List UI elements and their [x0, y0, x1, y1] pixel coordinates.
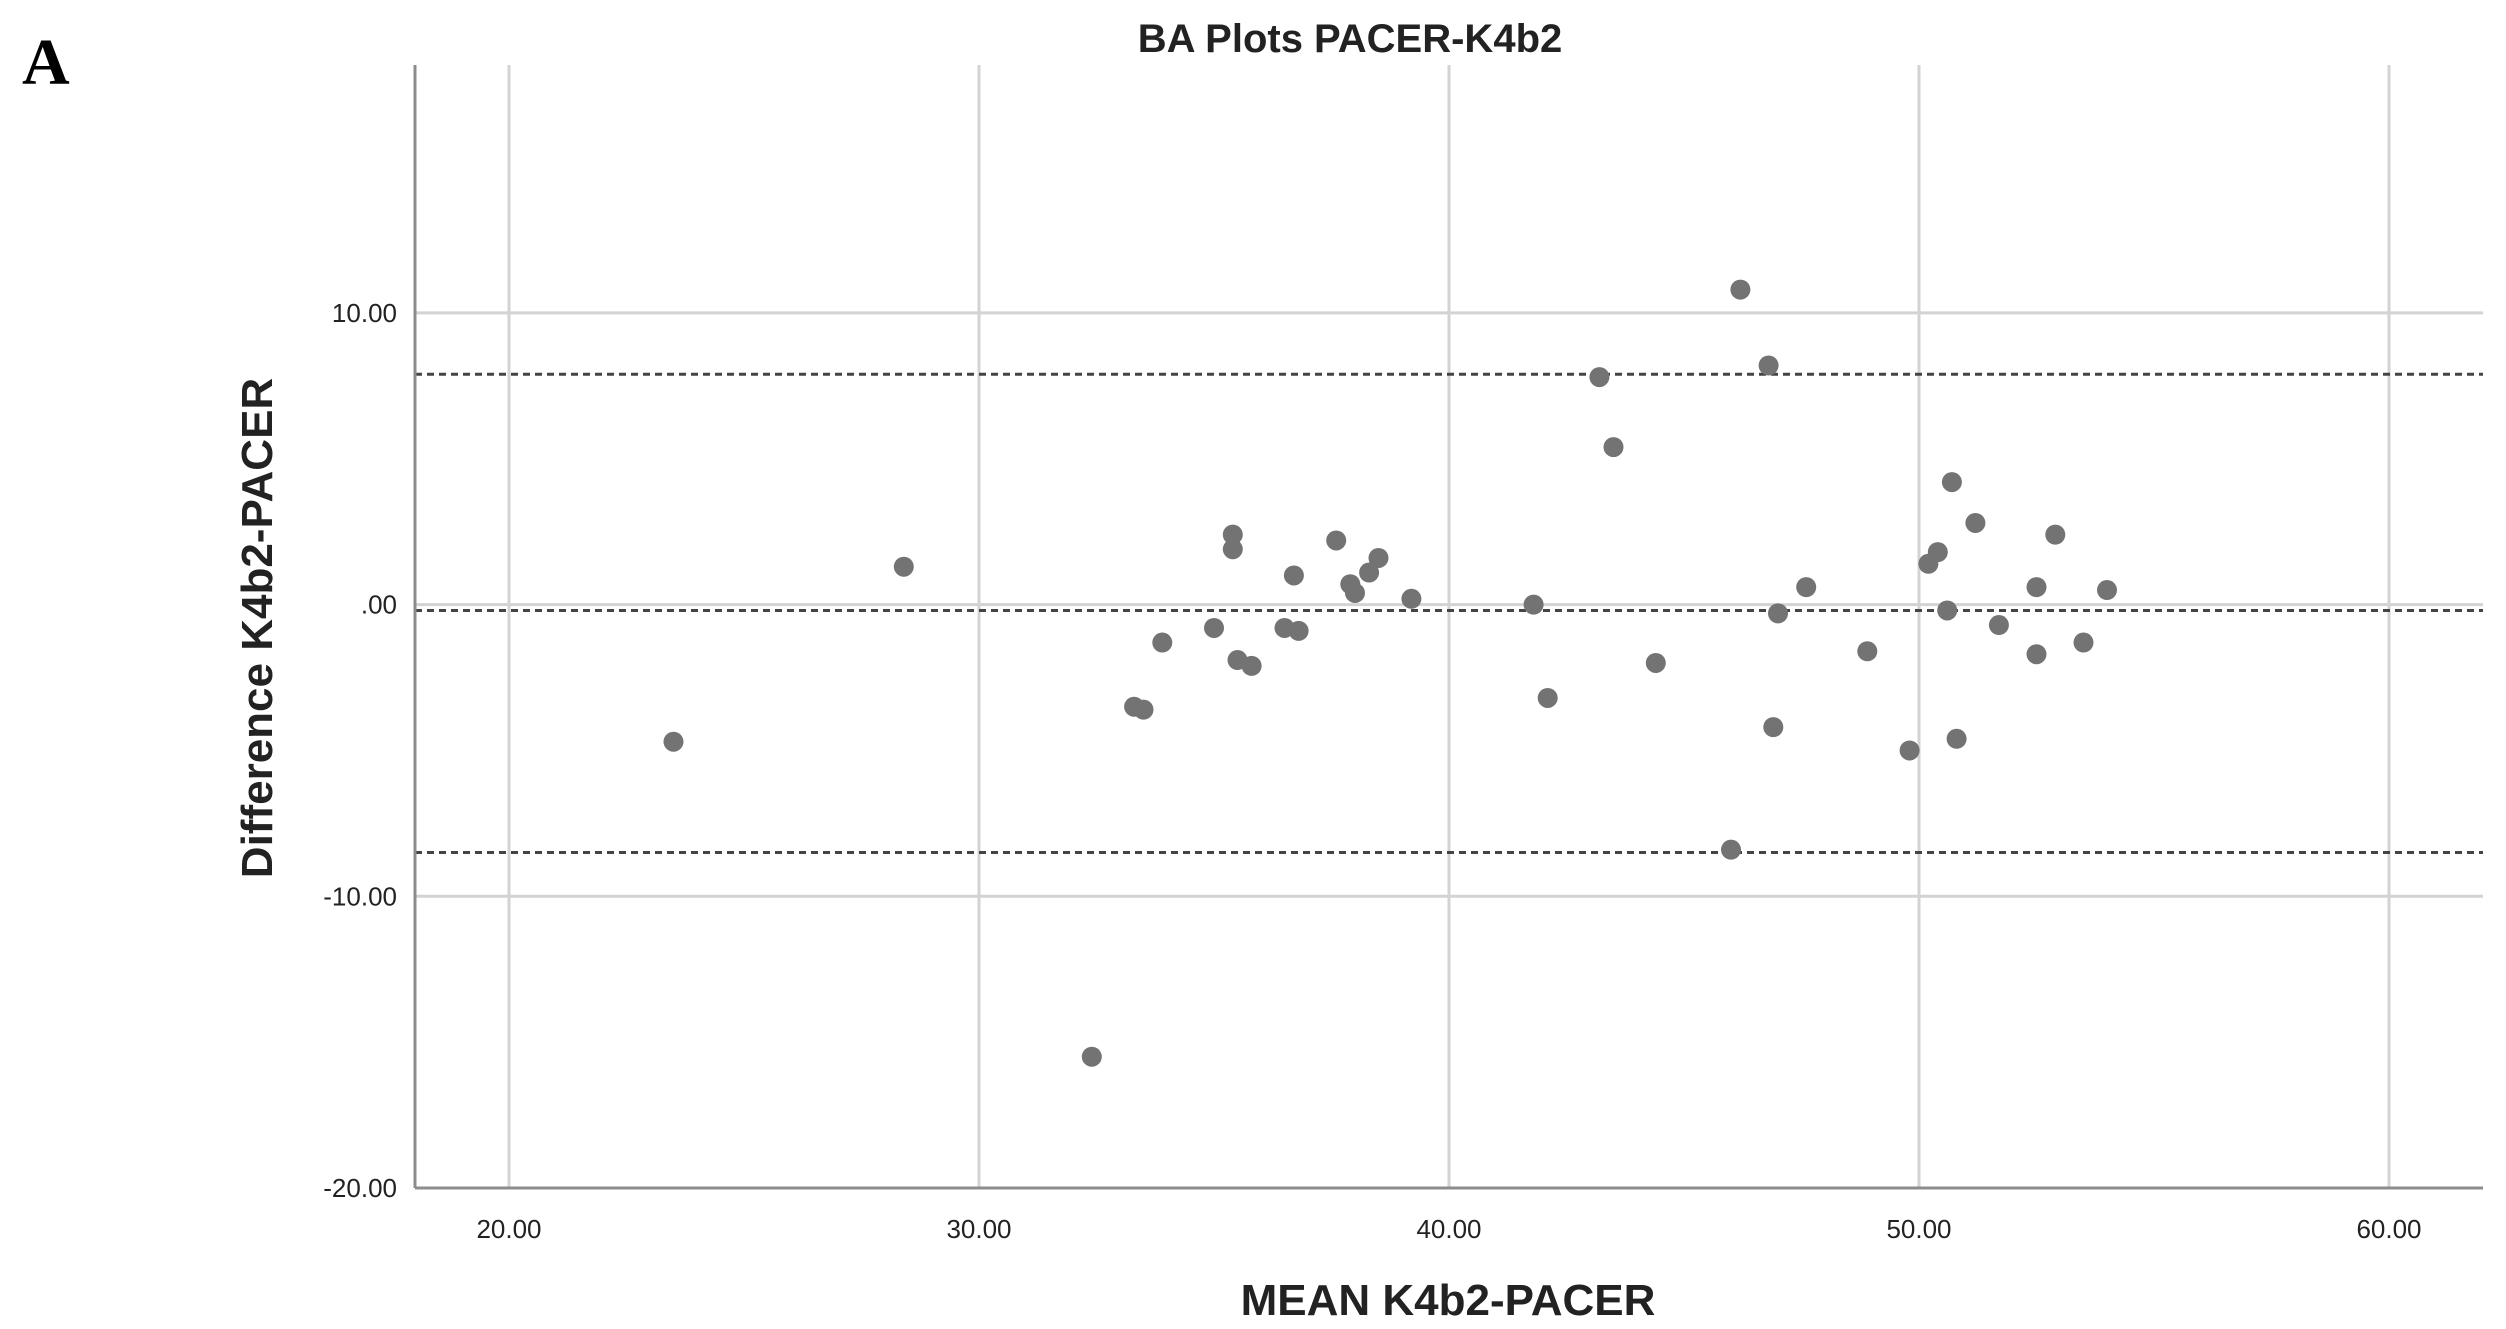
data-point: [1359, 562, 1380, 583]
data-point: [1222, 539, 1243, 560]
data-point: [1857, 641, 1878, 662]
data-point: [893, 556, 914, 577]
reference-lines: [415, 372, 2483, 855]
data-point: [1081, 1046, 1102, 1067]
data-point: [1222, 524, 1243, 545]
chart-title: BA Plots PACER-K4b2: [1138, 17, 1563, 61]
x-tick-label: 60.00: [2356, 1214, 2421, 1244]
data-point: [1965, 512, 1986, 533]
x-axis-label: MEAN K4b2-PACER: [1241, 1276, 1656, 1325]
data-point: [1283, 565, 1304, 586]
data-point: [1603, 437, 1624, 458]
data-point: [1758, 355, 1779, 376]
x-tick-label: 20.00: [476, 1214, 541, 1244]
data-point: [1796, 577, 1817, 598]
tick-labels: 20.00 30.00 40.00 50.00 60.00 -20.00 -10.00 .00…: [323, 298, 2421, 1244]
axes: [413, 65, 2483, 1190]
y-tick-label: 10.00: [332, 298, 397, 328]
data-point: [2073, 632, 2094, 653]
y-tick-label: -20.00: [323, 1173, 397, 1203]
data-point: [2026, 577, 2047, 598]
data-point: [1345, 582, 1365, 603]
x-tick-label: 50.00: [1886, 1214, 1951, 1244]
data-point: [2097, 580, 2117, 601]
x-tick-label: 30.00: [946, 1214, 1011, 1244]
data-point: [1946, 728, 1967, 749]
data-point: [1941, 472, 1962, 493]
data-point: [1326, 530, 1347, 551]
data-point: [1152, 632, 1173, 653]
data-point: [1368, 547, 1389, 568]
data-point: [1730, 279, 1751, 300]
panel-letter: A: [22, 26, 70, 99]
data-point: [1721, 839, 1741, 860]
data-point: [1927, 542, 1948, 563]
data-point: [1401, 588, 1422, 609]
data-point: [1937, 600, 1958, 621]
y-tick-label: -10.00: [323, 881, 397, 911]
data-point: [1204, 617, 1224, 638]
data-point: [1988, 615, 2009, 636]
data-point: [663, 731, 684, 752]
x-tick-label: 40.00: [1416, 1214, 1481, 1244]
data-points: [663, 279, 2117, 1067]
y-tick-label: .00: [361, 590, 397, 620]
y-axis-label: Difference K4b2-PACER: [233, 378, 282, 878]
grid-layer: [415, 65, 2483, 1190]
data-point: [1645, 652, 1666, 673]
data-point: [2026, 644, 2047, 665]
data-point: [1241, 655, 1262, 676]
data-point: [1133, 699, 1154, 720]
data-point: [1288, 620, 1309, 641]
data-point: [1589, 367, 1610, 388]
data-point: [2045, 524, 2066, 545]
data-point: [1763, 717, 1784, 738]
data-point: [1537, 687, 1558, 708]
data-point: [1768, 603, 1788, 624]
data-point: [1899, 740, 1920, 761]
data-point: [1523, 594, 1544, 615]
